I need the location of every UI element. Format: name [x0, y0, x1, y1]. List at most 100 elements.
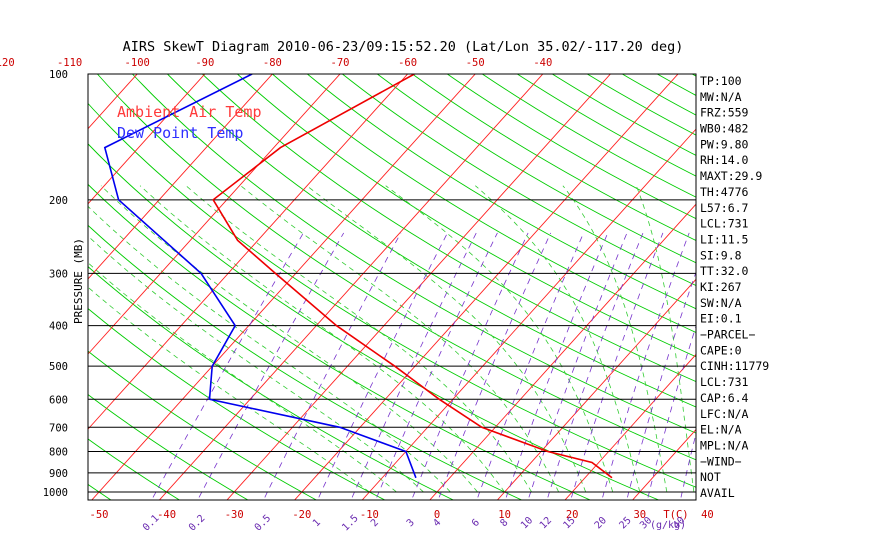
sounding-index: KI:267 — [700, 280, 742, 294]
isotherm — [158, 74, 544, 500]
isotherm — [632, 428, 696, 500]
dry-adiabat — [96, 74, 696, 461]
legend-dew-point: Dew Point Temp — [117, 124, 243, 142]
moist-adiabat — [385, 185, 614, 493]
sounding-index: SW:N/A — [700, 296, 742, 310]
pressure-tick-label: 1000 — [43, 487, 68, 499]
dry-adiabat — [88, 183, 592, 500]
mixing-ratio-label: 0.2 — [187, 513, 208, 534]
temperature-tick-label: -20 — [292, 509, 311, 521]
moist-adiabat — [88, 286, 370, 493]
dry-adiabat — [166, 74, 696, 408]
sounding-index: −PARCEL− — [700, 328, 755, 342]
mixing-ratio-label: 1.5 — [340, 513, 361, 534]
chart-grid — [88, 55, 870, 509]
sounding-index: EL:N/A — [700, 423, 742, 437]
dry-adiabat — [88, 350, 318, 500]
isotherm — [429, 203, 696, 500]
mixing-ratio-line — [376, 232, 498, 498]
sounding-index: RH:14.0 — [700, 153, 749, 167]
moist-adiabat — [88, 262, 397, 493]
temperature-tick-label: -30 — [225, 509, 244, 521]
temperature-tick-label: 30 — [633, 509, 646, 521]
isotherm — [88, 74, 206, 205]
moist-adiabat — [635, 185, 695, 493]
dry-adiabat — [551, 74, 696, 156]
dry-adiabat — [481, 74, 696, 198]
dry-adiabat — [88, 483, 112, 500]
dry-adiabat — [376, 74, 696, 264]
top-temperature-tick-label: -40 — [533, 57, 552, 69]
temperature-tick-label: 20 — [566, 509, 579, 521]
dry-adiabat — [88, 266, 455, 500]
dewpoint-profile — [103, 74, 417, 479]
mixing-ratio-label: 1 — [311, 517, 323, 529]
pressure-tick-label: 700 — [49, 422, 68, 434]
isotherm — [88, 74, 274, 280]
mixing-ratio-line — [571, 232, 664, 498]
isotherm — [767, 55, 870, 501]
sounding-index: MW:N/A — [700, 90, 742, 104]
sounding-index: TT:32.0 — [700, 264, 749, 278]
moist-adiabat — [139, 185, 505, 493]
pressure-tick-label: 400 — [49, 321, 68, 333]
top-temperature-tick-label: -50 — [466, 57, 485, 69]
sounding-index: SI:9.8 — [700, 248, 742, 262]
isotherm — [91, 74, 476, 500]
mixing-ratio-label: 4 — [431, 517, 443, 529]
pressure-tick-label: 800 — [49, 446, 68, 458]
sounding-index: L57:6.7 — [700, 201, 749, 215]
pressure-tick-label: 900 — [49, 468, 68, 480]
sounding-index: CAPE:0 — [700, 343, 742, 357]
moist-adiabat — [100, 185, 478, 493]
sounding-index: LCL:731 — [700, 375, 749, 389]
isotherm — [294, 74, 679, 500]
isotherm — [496, 278, 696, 500]
sounding-index: WB0:482 — [700, 122, 748, 136]
sounding-index: LCL:731 — [700, 217, 749, 231]
top-temperature-tick-label: -80 — [263, 57, 282, 69]
sounding-index: PW:9.80 — [700, 137, 749, 151]
sounding-index: LFC:N/A — [700, 407, 749, 421]
plot-frame — [87, 73, 697, 501]
pressure-tick-label: 100 — [49, 69, 68, 81]
mixing-ratio-label: 3 — [405, 517, 417, 529]
sounding-index: CAP:6.4 — [700, 391, 749, 405]
sounding-index: TH:4776 — [700, 185, 749, 199]
sounding-index: AVAIL — [700, 486, 735, 500]
dry-adiabat — [753, 69, 870, 509]
mixing-ratio-label: 6 — [470, 517, 482, 529]
isotherm — [835, 55, 870, 501]
isotherm — [88, 74, 341, 355]
mixing-ratio-label: 10 — [519, 515, 535, 531]
dry-adiabat — [131, 74, 696, 434]
isotherm — [564, 353, 696, 500]
legend-air-temp: Ambient Air Temp — [117, 103, 262, 121]
sounding-index: TP:100 — [700, 74, 742, 88]
moist-adiabat — [306, 185, 587, 493]
mixing-ratio-label: 12 — [538, 515, 554, 531]
sounding-index: FRZ:559 — [700, 106, 749, 120]
sounding-index: −WIND− — [700, 454, 742, 468]
sounding-index: MAXT:29.9 — [700, 169, 762, 183]
dry-adiabat — [88, 224, 523, 500]
top-temperature-tick-label: -110 — [57, 57, 82, 69]
isotherm — [226, 74, 612, 500]
dry-adiabat — [236, 74, 696, 358]
pressure-tick-label: 600 — [49, 394, 68, 406]
top-temperature-tick-label: -100 — [125, 57, 150, 69]
pressure-tick-label: 500 — [49, 361, 68, 373]
sounding-index: EI:0.1 — [700, 312, 742, 326]
pressure-tick-label: 300 — [49, 268, 68, 280]
top-temperature-tick-label: -90 — [195, 57, 214, 69]
sounding-index: CINH:11779 — [700, 359, 769, 373]
moist-adiabat — [240, 185, 560, 493]
dry-adiabat — [656, 74, 696, 96]
temperature-tick-label: 40 — [701, 509, 714, 521]
mixing-ratio-label: 2 — [369, 517, 381, 529]
dry-adiabat — [341, 74, 696, 287]
moist-adiabat — [185, 185, 532, 493]
temperature-tick-label: -10 — [360, 509, 379, 521]
chart-title: AIRS SkewT Diagram 2010-06-23/09:15:52.2… — [123, 39, 684, 55]
